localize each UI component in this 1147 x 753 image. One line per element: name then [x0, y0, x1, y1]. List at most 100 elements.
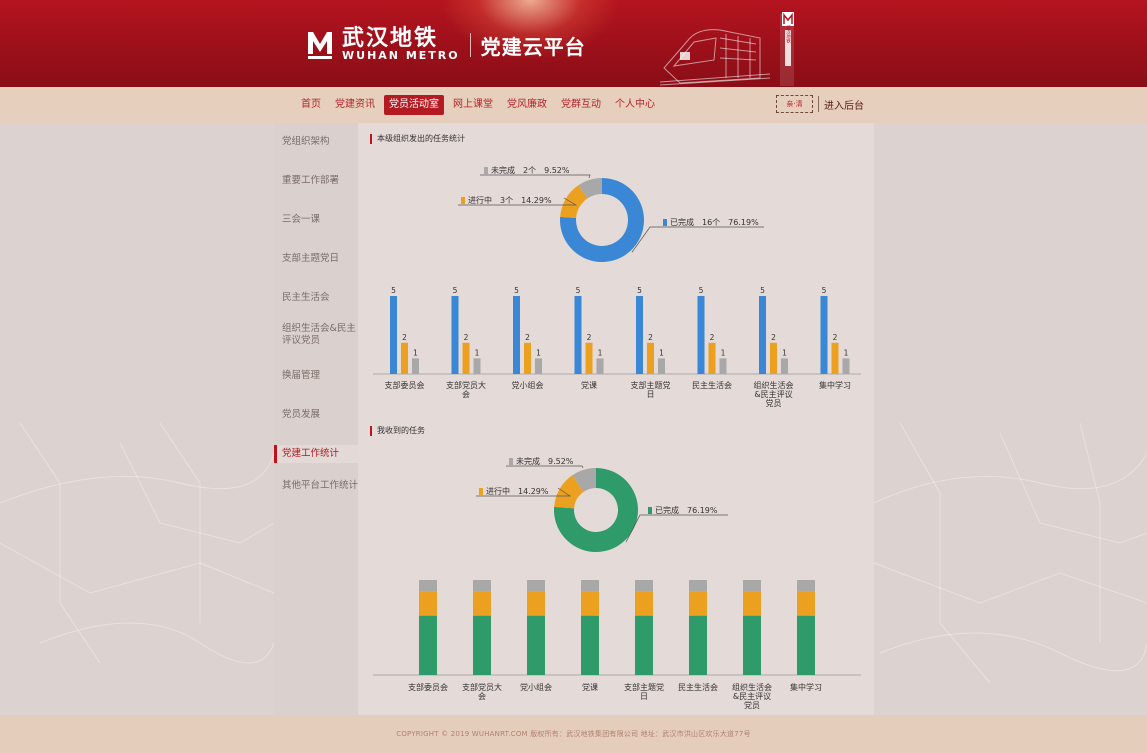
donut-slice-1[interactable]: [554, 475, 584, 509]
bar-5-1[interactable]: [708, 342, 716, 374]
bar-6-2[interactable]: [781, 358, 788, 374]
sidebar-item-8[interactable]: 党建工作统计: [274, 445, 358, 463]
stacked-bar-2-2[interactable]: [527, 580, 545, 592]
bar-value-label-7-1: 2: [833, 333, 838, 342]
bar-1-1[interactable]: [462, 342, 470, 374]
bar-5-2[interactable]: [719, 358, 727, 374]
stacked-bar-3-1[interactable]: [581, 591, 599, 616]
bar-4-1[interactable]: [647, 342, 654, 374]
donut-legend-swatch-1: [461, 197, 465, 204]
stacked-bar-6-2[interactable]: [743, 580, 761, 592]
stacked-bar-0-2[interactable]: [419, 580, 437, 592]
bar-7-2[interactable]: [842, 358, 850, 374]
sidebar-item-6[interactable]: 换届管理: [282, 370, 321, 381]
bar-0-2[interactable]: [412, 358, 419, 374]
sidebar-item-7[interactable]: 党员发展: [282, 409, 321, 420]
bar-value-label-6-2: 1: [782, 348, 787, 357]
bar-4-0[interactable]: [636, 296, 643, 374]
stacked-bar-3-0[interactable]: [581, 615, 599, 675]
bar-4-2[interactable]: [658, 358, 665, 374]
donut-slice-1[interactable]: [560, 185, 588, 219]
category-label-6-2: 党员: [766, 398, 782, 408]
stacked-bar-6-0[interactable]: [743, 615, 761, 675]
stacked-bar-4-1[interactable]: [635, 591, 653, 616]
sidebar-item-4[interactable]: 民主生活会: [282, 292, 330, 303]
bar-value-label-3-1: 2: [587, 333, 592, 342]
donut-leader-line-0: [625, 514, 728, 543]
bar-7-0[interactable]: [820, 296, 828, 374]
sidebar-item-0[interactable]: 党组织架构: [282, 136, 330, 147]
bar-6-0[interactable]: [759, 296, 766, 374]
admin-link[interactable]: 进入后台: [824, 100, 864, 112]
sidebar-item-3[interactable]: 支部主题党日: [282, 253, 340, 264]
category-label-6-0: 组织生活会: [754, 380, 794, 390]
nav-item-6[interactable]: 个人中心: [615, 99, 655, 110]
donut-legend-swatch-0: [663, 219, 667, 226]
stacked-bar-1-2[interactable]: [473, 580, 491, 592]
stacked-bar-6-1[interactable]: [743, 591, 761, 616]
footer-copyright: COPYRIGHT © 2019 WUHANRT.COM 版权所有：武汉地铁集团…: [396, 730, 751, 738]
donut-label-0: 已完成 76.19%: [655, 505, 718, 515]
bar-1-0[interactable]: [451, 296, 459, 374]
stacked-bar-7-1[interactable]: [797, 591, 815, 616]
stacked-bar-2-1[interactable]: [527, 591, 545, 616]
bar-5-0[interactable]: [697, 296, 705, 374]
nav-item-1[interactable]: 党建资讯: [335, 99, 375, 110]
donut-slice-0[interactable]: [560, 178, 644, 262]
nav-item-2[interactable]: 党员活动室: [384, 95, 444, 115]
sidebar-item-5[interactable]: 组织生活会&民主评议党员: [282, 323, 356, 346]
stacked-bar-0-0[interactable]: [419, 615, 437, 675]
bar-0-0[interactable]: [390, 296, 397, 374]
donut-slice-2[interactable]: [572, 468, 596, 492]
donut-slice-2[interactable]: [578, 178, 602, 199]
sidebar-item-2[interactable]: 三会一课: [282, 214, 321, 225]
donut-leader-line-0: [631, 226, 764, 253]
category-label-4-1: 日: [647, 390, 655, 399]
bar-0-1[interactable]: [401, 342, 408, 374]
sidebar-item-1[interactable]: 重要工作部署: [282, 175, 340, 186]
bar-2-2[interactable]: [535, 358, 542, 374]
issued-tasks-donut-chart: 已完成 16个 76.19% 进行中 3个 14.29% 未完成 2个 9.52%: [458, 165, 764, 262]
nav-right: 亲·清 进入后台: [776, 95, 864, 113]
donut-legend-swatch-0: [648, 507, 652, 514]
stacked-bar-5-1[interactable]: [689, 591, 707, 616]
donut-leader-line-1: [458, 197, 578, 206]
bar-2-0[interactable]: [513, 296, 520, 374]
nav-item-4[interactable]: 党风廉政: [507, 99, 547, 110]
nav-item-3[interactable]: 网上课堂: [453, 99, 493, 110]
stacked-bar-5-0[interactable]: [689, 615, 707, 675]
section-issued-tasks-title: 本级组织发出的任务统计: [370, 134, 465, 144]
category-label-2-0: 党小组会: [520, 682, 552, 692]
nav-item-5[interactable]: 党群互动: [561, 99, 601, 110]
stacked-bar-0-1[interactable]: [419, 591, 437, 616]
stacked-bar-2-0[interactable]: [527, 615, 545, 675]
sidebar-item-9[interactable]: 其他平台工作统计: [282, 480, 359, 491]
logo-cn-text: 武汉地铁: [342, 26, 439, 51]
site-logo[interactable]: 武汉地铁 WUHAN METRO 党建云平台: [306, 28, 586, 62]
bar-3-0[interactable]: [574, 296, 582, 374]
stacked-bar-1-0[interactable]: [473, 615, 491, 675]
donut-slice-0[interactable]: [554, 468, 638, 552]
stacked-bar-4-0[interactable]: [635, 615, 653, 675]
stacked-bar-7-2[interactable]: [797, 580, 815, 592]
logo-en-text: WUHAN METRO: [342, 49, 460, 62]
donut-label-2: 未完成 9.52%: [516, 456, 574, 466]
bar-1-2[interactable]: [473, 358, 481, 374]
stacked-bar-4-2[interactable]: [635, 580, 653, 592]
stacked-bar-5-2[interactable]: [689, 580, 707, 592]
bar-3-1[interactable]: [585, 342, 593, 374]
donut-label-0: 已完成 16个 76.19%: [670, 217, 759, 227]
bar-value-label-0-1: 2: [402, 333, 407, 342]
bar-2-1[interactable]: [524, 342, 531, 374]
header-banner: 武汉地铁 WUHAN METRO 党建云平台 武汉地铁: [0, 0, 1147, 87]
footer: COPYRIGHT © 2019 WUHANRT.COM 版权所有：武汉地铁集团…: [0, 715, 1147, 753]
bar-3-2[interactable]: [596, 358, 604, 374]
bar-value-label-7-2: 1: [844, 348, 849, 357]
bar-7-1[interactable]: [831, 342, 839, 374]
bar-6-1[interactable]: [770, 342, 777, 374]
nav-item-0[interactable]: 首页: [301, 99, 321, 110]
stacked-bar-7-0[interactable]: [797, 615, 815, 675]
stacked-bar-3-2[interactable]: [581, 580, 599, 592]
bar-value-label-1-1: 2: [464, 333, 469, 342]
stacked-bar-1-1[interactable]: [473, 591, 491, 616]
